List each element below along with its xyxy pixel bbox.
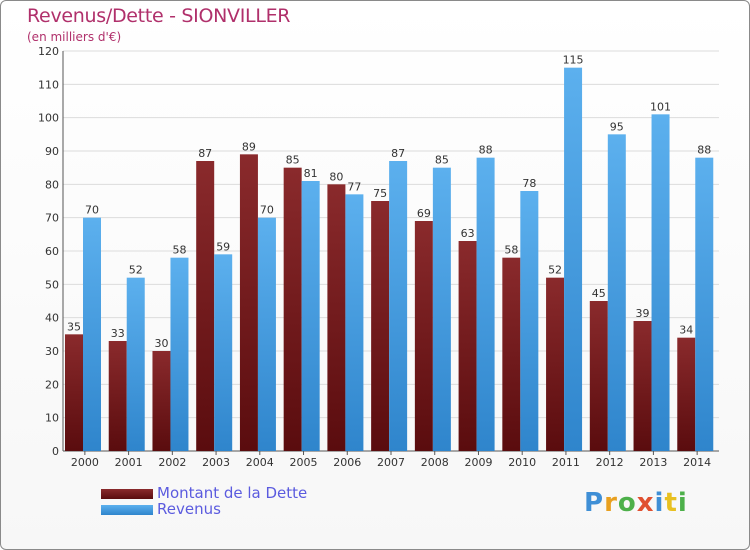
bar-debt <box>502 257 521 451</box>
bar-debt <box>633 321 652 451</box>
y-tick-label: 60 <box>45 245 59 258</box>
proxiti-logo: Proxiti <box>584 488 688 518</box>
data-label: 88 <box>479 144 493 157</box>
bar-debt <box>371 201 390 451</box>
data-label: 89 <box>242 140 256 153</box>
data-label: 101 <box>650 100 671 113</box>
bar-debt <box>196 161 215 451</box>
data-label: 58 <box>172 244 186 257</box>
data-label: 78 <box>522 177 536 190</box>
x-tick-label: 2011 <box>552 456 580 469</box>
data-label: 59 <box>216 240 230 253</box>
bar-revenue <box>520 191 539 451</box>
y-tick-label: 30 <box>45 345 59 358</box>
data-label: 52 <box>129 264 143 277</box>
bar-debt <box>589 301 608 451</box>
x-tick-label: 2006 <box>333 456 361 469</box>
x-tick-label: 2013 <box>639 456 667 469</box>
bar-revenue <box>170 257 189 451</box>
y-tick-label: 90 <box>45 145 59 158</box>
x-tick-label: 2000 <box>71 456 99 469</box>
legend-label-debt: Montant de la Dette <box>157 484 308 502</box>
data-label: 80 <box>329 170 343 183</box>
bar-revenue <box>564 67 583 452</box>
y-tick-label: 110 <box>38 78 59 91</box>
data-label: 77 <box>347 180 361 193</box>
bar-revenue <box>651 114 670 451</box>
chart-title: Revenus/Dette - SIONVILLER <box>27 5 291 27</box>
data-label: 75 <box>373 187 387 200</box>
bar-revenue <box>432 167 451 451</box>
bar-revenue <box>214 254 233 451</box>
data-label: 70 <box>260 204 274 217</box>
y-tick-label: 120 <box>38 45 59 58</box>
data-label: 70 <box>85 204 99 217</box>
data-label: 81 <box>304 167 318 180</box>
bar-revenue <box>607 134 626 452</box>
data-label: 33 <box>111 327 125 340</box>
data-label: 87 <box>198 147 212 160</box>
bar-revenue <box>695 157 714 451</box>
bar-debt <box>414 221 433 451</box>
y-tick-label: 40 <box>45 312 59 325</box>
bar-debt <box>458 241 477 451</box>
bar-revenue <box>301 181 320 451</box>
bar-revenue <box>83 217 101 451</box>
data-label: 115 <box>563 54 584 67</box>
legend-label-revenue: Revenus <box>157 500 221 518</box>
bar-debt <box>677 337 696 451</box>
bar-revenue <box>257 217 276 451</box>
data-label: 63 <box>461 227 475 240</box>
x-tick-label: 2007 <box>377 456 405 469</box>
data-label: 34 <box>679 324 693 337</box>
x-tick-label: 2002 <box>158 456 186 469</box>
x-tick-label: 2004 <box>246 456 274 469</box>
data-label: 58 <box>504 244 518 257</box>
data-label: 95 <box>610 120 624 133</box>
x-tick-label: 2014 <box>683 456 711 469</box>
data-label: 85 <box>435 154 449 167</box>
bar-debt <box>546 277 565 451</box>
data-label: 39 <box>636 307 650 320</box>
bar-revenue <box>126 277 145 451</box>
y-tick-label: 50 <box>45 278 59 291</box>
y-tick-label: 80 <box>45 178 59 191</box>
data-label: 30 <box>154 337 168 350</box>
y-tick-label: 70 <box>45 212 59 225</box>
chart-subtitle: (en milliers d'€) <box>27 30 122 44</box>
data-label: 88 <box>697 144 711 157</box>
y-tick-label: 100 <box>38 112 59 125</box>
data-label: 52 <box>548 264 562 277</box>
bar-debt <box>65 334 83 451</box>
y-tick-label: 10 <box>45 412 59 425</box>
x-tick-label: 2001 <box>115 456 143 469</box>
legend-swatch-debt <box>101 489 153 499</box>
bar-debt <box>283 167 302 451</box>
x-tick-label: 2003 <box>202 456 230 469</box>
data-label: 69 <box>417 207 431 220</box>
x-tick-label: 2005 <box>290 456 318 469</box>
bar-revenue <box>476 157 495 451</box>
x-tick-label: 2008 <box>421 456 449 469</box>
bar-debt <box>152 351 171 451</box>
legend-swatch-revenue <box>101 505 153 515</box>
bar-revenue <box>345 194 364 452</box>
bar-revenue <box>389 161 408 451</box>
y-tick-label: 0 <box>52 445 59 458</box>
bar-debt <box>108 341 127 451</box>
data-label: 87 <box>391 147 405 160</box>
data-label: 85 <box>286 154 300 167</box>
bar-debt <box>239 154 258 452</box>
data-label: 45 <box>592 287 606 300</box>
x-tick-label: 2010 <box>508 456 536 469</box>
y-tick-label: 20 <box>45 378 59 391</box>
x-tick-label: 2009 <box>464 456 492 469</box>
data-label: 35 <box>67 320 81 333</box>
bar-debt <box>327 184 346 452</box>
x-tick-label: 2012 <box>596 456 624 469</box>
